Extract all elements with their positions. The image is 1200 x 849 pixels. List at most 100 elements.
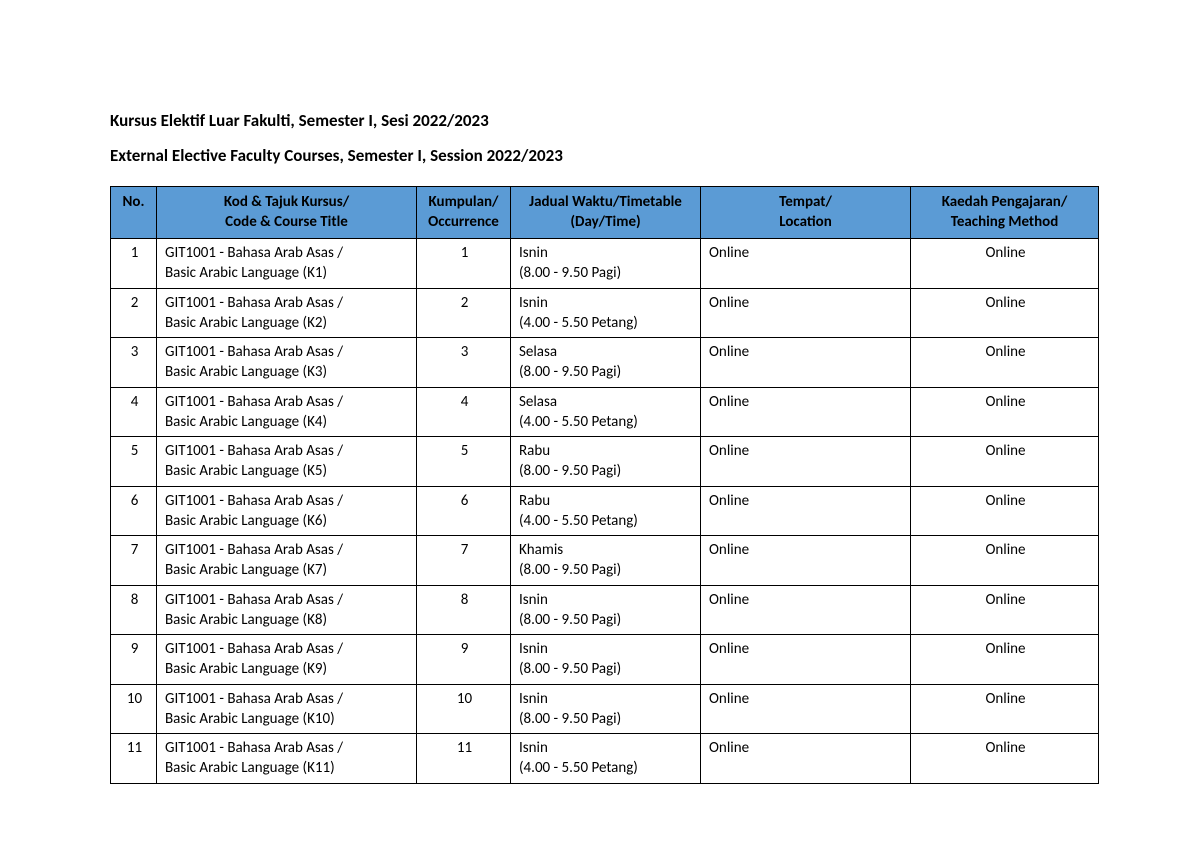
col-header-no: No. <box>111 187 157 239</box>
cell-time-l2: (8.00 - 9.50 Pagi) <box>519 709 694 729</box>
cell-code: GIT1001 - Bahasa Arab Asas /Basic Arabic… <box>157 585 417 635</box>
cell-code-l1: GIT1001 - Bahasa Arab Asas / <box>165 591 343 609</box>
cell-code-l2: Basic Arabic Language (K7) <box>165 560 410 580</box>
cell-no: 4 <box>111 387 157 437</box>
col-header-occ-l2: Occurrence <box>428 213 499 231</box>
table-row: 2GIT1001 - Bahasa Arab Asas /Basic Arabi… <box>111 288 1099 338</box>
cell-code-l1: GIT1001 - Bahasa Arab Asas / <box>165 640 343 658</box>
document-page: Kursus Elektif Luar Fakulti, Semester I,… <box>0 0 1200 784</box>
cell-method: Online <box>911 288 1099 338</box>
cell-code: GIT1001 - Bahasa Arab Asas /Basic Arabic… <box>157 387 417 437</box>
cell-code-l2: Basic Arabic Language (K10) <box>165 709 410 729</box>
col-header-loc-l1: Tempat/ <box>779 193 832 211</box>
cell-occurrence: 11 <box>417 734 511 784</box>
cell-method: Online <box>911 387 1099 437</box>
cell-code-l2: Basic Arabic Language (K5) <box>165 461 410 481</box>
cell-code-l1: GIT1001 - Bahasa Arab Asas / <box>165 739 343 757</box>
cell-code-l2: Basic Arabic Language (K9) <box>165 659 410 679</box>
cell-occurrence: 1 <box>417 239 511 289</box>
cell-method: Online <box>911 734 1099 784</box>
cell-code-l1: GIT1001 - Bahasa Arab Asas / <box>165 492 343 510</box>
table-row: 11GIT1001 - Bahasa Arab Asas /Basic Arab… <box>111 734 1099 784</box>
cell-code-l2: Basic Arabic Language (K8) <box>165 610 410 630</box>
courses-table: No. Kod & Tajuk Kursus/ Code & Course Ti… <box>110 186 1099 784</box>
cell-time-l2: (4.00 - 5.50 Petang) <box>519 511 694 531</box>
cell-occurrence: 4 <box>417 387 511 437</box>
table-header: No. Kod & Tajuk Kursus/ Code & Course Ti… <box>111 187 1099 239</box>
cell-timetable: Isnin(8.00 - 9.50 Pagi) <box>511 684 701 734</box>
cell-code: GIT1001 - Bahasa Arab Asas /Basic Arabic… <box>157 288 417 338</box>
cell-time-l1: Isnin <box>519 244 548 262</box>
cell-code-l1: GIT1001 - Bahasa Arab Asas / <box>165 442 343 460</box>
col-header-meth-l2: Teaching Method <box>951 213 1059 231</box>
cell-method: Online <box>911 536 1099 586</box>
cell-code-l1: GIT1001 - Bahasa Arab Asas / <box>165 244 343 262</box>
table-row: 10GIT1001 - Bahasa Arab Asas /Basic Arab… <box>111 684 1099 734</box>
cell-timetable: Rabu(8.00 - 9.50 Pagi) <box>511 437 701 487</box>
cell-no: 6 <box>111 486 157 536</box>
cell-timetable: Selasa(4.00 - 5.50 Petang) <box>511 387 701 437</box>
cell-timetable: Khamis(8.00 - 9.50 Pagi) <box>511 536 701 586</box>
cell-location: Online <box>701 734 911 784</box>
cell-method: Online <box>911 239 1099 289</box>
cell-code-l2: Basic Arabic Language (K2) <box>165 313 410 333</box>
col-header-loc-l2: Location <box>779 213 832 231</box>
cell-code: GIT1001 - Bahasa Arab Asas /Basic Arabic… <box>157 635 417 685</box>
cell-time-l1: Isnin <box>519 294 548 312</box>
col-header-time-l1: Jadual Waktu/Timetable <box>529 193 682 211</box>
cell-method: Online <box>911 684 1099 734</box>
cell-code: GIT1001 - Bahasa Arab Asas /Basic Arabic… <box>157 437 417 487</box>
table-row: 1GIT1001 - Bahasa Arab Asas /Basic Arabi… <box>111 239 1099 289</box>
cell-location: Online <box>701 239 911 289</box>
cell-method: Online <box>911 437 1099 487</box>
cell-location: Online <box>701 536 911 586</box>
cell-timetable: Rabu(4.00 - 5.50 Petang) <box>511 486 701 536</box>
cell-no: 7 <box>111 536 157 586</box>
col-header-no-l1: No. <box>123 193 145 211</box>
cell-time-l2: (8.00 - 9.50 Pagi) <box>519 461 694 481</box>
cell-time-l2: (8.00 - 9.50 Pagi) <box>519 362 694 382</box>
cell-no: 5 <box>111 437 157 487</box>
cell-time-l1: Isnin <box>519 739 548 757</box>
cell-no: 11 <box>111 734 157 784</box>
cell-code: GIT1001 - Bahasa Arab Asas /Basic Arabic… <box>157 486 417 536</box>
table-row: 7GIT1001 - Bahasa Arab Asas /Basic Arabi… <box>111 536 1099 586</box>
table-row: 6GIT1001 - Bahasa Arab Asas /Basic Arabi… <box>111 486 1099 536</box>
cell-method: Online <box>911 486 1099 536</box>
table-row: 8GIT1001 - Bahasa Arab Asas /Basic Arabi… <box>111 585 1099 635</box>
cell-time-l1: Isnin <box>519 640 548 658</box>
page-title-ms: Kursus Elektif Luar Fakulti, Semester I,… <box>110 110 1100 131</box>
cell-code-l1: GIT1001 - Bahasa Arab Asas / <box>165 343 343 361</box>
cell-method: Online <box>911 635 1099 685</box>
cell-location: Online <box>701 585 911 635</box>
col-header-location: Tempat/ Location <box>701 187 911 239</box>
table-row: 4GIT1001 - Bahasa Arab Asas /Basic Arabi… <box>111 387 1099 437</box>
cell-location: Online <box>701 288 911 338</box>
cell-time-l1: Isnin <box>519 591 548 609</box>
col-header-code-l2: Code & Course Title <box>225 213 348 231</box>
table-row: 5GIT1001 - Bahasa Arab Asas /Basic Arabi… <box>111 437 1099 487</box>
table-row: 9GIT1001 - Bahasa Arab Asas /Basic Arabi… <box>111 635 1099 685</box>
cell-code-l1: GIT1001 - Bahasa Arab Asas / <box>165 294 343 312</box>
cell-location: Online <box>701 437 911 487</box>
cell-location: Online <box>701 684 911 734</box>
col-header-timetable: Jadual Waktu/Timetable (Day/Time) <box>511 187 701 239</box>
table-body: 1GIT1001 - Bahasa Arab Asas /Basic Arabi… <box>111 239 1099 784</box>
cell-code: GIT1001 - Bahasa Arab Asas /Basic Arabic… <box>157 734 417 784</box>
col-header-code-l1: Kod & Tajuk Kursus/ <box>224 193 349 211</box>
table-row: 3GIT1001 - Bahasa Arab Asas /Basic Arabi… <box>111 338 1099 388</box>
cell-method: Online <box>911 338 1099 388</box>
cell-time-l1: Rabu <box>519 492 550 510</box>
cell-location: Online <box>701 486 911 536</box>
cell-time-l2: (8.00 - 9.50 Pagi) <box>519 610 694 630</box>
cell-no: 1 <box>111 239 157 289</box>
cell-timetable: Isnin(4.00 - 5.50 Petang) <box>511 288 701 338</box>
cell-occurrence: 5 <box>417 437 511 487</box>
cell-time-l2: (4.00 - 5.50 Petang) <box>519 412 694 432</box>
cell-timetable: Isnin(8.00 - 9.50 Pagi) <box>511 585 701 635</box>
col-header-meth-l1: Kaedah Pengajaran/ <box>942 193 1068 211</box>
cell-location: Online <box>701 338 911 388</box>
cell-time-l2: (4.00 - 5.50 Petang) <box>519 758 694 778</box>
cell-time-l1: Selasa <box>519 393 557 411</box>
cell-no: 8 <box>111 585 157 635</box>
